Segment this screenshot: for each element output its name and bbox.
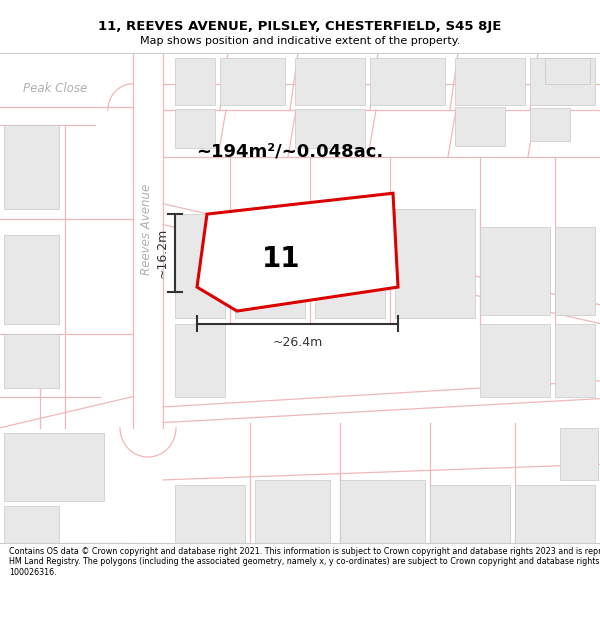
Bar: [4, 334, 59, 388]
Text: ~194m²/~0.048ac.: ~194m²/~0.048ac.: [196, 142, 383, 161]
Bar: [235, 209, 305, 318]
Bar: [545, 58, 590, 84]
Text: 11: 11: [262, 244, 301, 272]
Bar: [175, 214, 225, 318]
Bar: [4, 126, 59, 209]
Polygon shape: [197, 193, 398, 311]
Bar: [395, 209, 475, 318]
Bar: [175, 58, 215, 104]
Bar: [555, 324, 595, 396]
Bar: [175, 324, 225, 396]
Bar: [515, 485, 595, 542]
Bar: [370, 58, 445, 104]
Bar: [455, 107, 505, 146]
Bar: [295, 109, 365, 148]
Text: ~26.4m: ~26.4m: [272, 336, 323, 349]
Bar: [340, 480, 425, 542]
Bar: [555, 227, 595, 315]
Bar: [220, 58, 285, 104]
Bar: [315, 209, 385, 318]
Bar: [480, 324, 550, 396]
Bar: [175, 109, 215, 148]
Bar: [455, 58, 525, 104]
Bar: [4, 433, 104, 501]
Bar: [430, 485, 510, 542]
Bar: [4, 506, 59, 542]
Bar: [295, 58, 365, 104]
Text: Contains OS data © Crown copyright and database right 2021. This information is : Contains OS data © Crown copyright and d…: [9, 547, 600, 577]
Text: ~16.2m: ~16.2m: [155, 228, 169, 278]
Bar: [560, 428, 598, 480]
Text: 11, REEVES AVENUE, PILSLEY, CHESTERFIELD, S45 8JE: 11, REEVES AVENUE, PILSLEY, CHESTERFIELD…: [98, 21, 502, 33]
Text: Peak Close: Peak Close: [23, 82, 87, 96]
Bar: [255, 480, 330, 542]
Bar: [4, 235, 59, 324]
Bar: [530, 58, 595, 104]
Text: Map shows position and indicative extent of the property.: Map shows position and indicative extent…: [140, 36, 460, 46]
Bar: [530, 107, 570, 141]
Bar: [480, 227, 550, 315]
Bar: [175, 485, 245, 542]
Text: Reeves Avenue: Reeves Avenue: [139, 184, 152, 276]
